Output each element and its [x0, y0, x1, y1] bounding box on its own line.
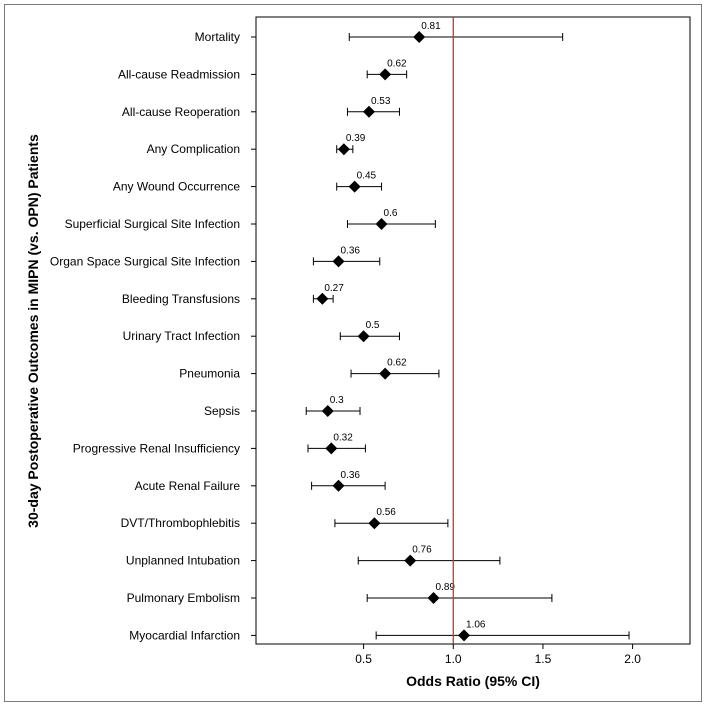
- odds-ratio-marker: [362, 105, 375, 118]
- outcome-label: Organ Space Surgical Site Infection: [50, 254, 240, 268]
- odds-ratio-marker: [427, 592, 440, 604]
- forest-row: Unplanned Intubation 0.76: [126, 545, 501, 568]
- x-axis-title: Odds Ratio (95% CI): [406, 673, 540, 689]
- outcome-label: All-cause Readmission: [118, 67, 240, 81]
- odds-ratio-value: 0.5: [366, 320, 380, 331]
- outcome-label: Any Complication: [147, 142, 240, 156]
- outcome-label: Progressive Renal Insufficiency: [73, 441, 240, 455]
- outcome-label: Sepsis: [204, 404, 240, 418]
- forest-row: Any Complication 0.39: [147, 133, 366, 156]
- odds-ratio-marker: [348, 180, 361, 193]
- outcome-label: Unplanned Intubation: [126, 554, 240, 568]
- odds-ratio-value: 0.45: [357, 171, 377, 182]
- odds-ratio-marker: [413, 31, 426, 43]
- odds-ratio-value: 0.6: [384, 208, 398, 219]
- odds-ratio-value: 0.27: [324, 283, 344, 294]
- x-axis-ticks: 0.5 1.0 1.5 2.0: [355, 644, 641, 666]
- odds-ratio-marker: [321, 405, 334, 417]
- x-tick-label: 2.0: [624, 652, 641, 666]
- odds-ratio-value: 0.56: [376, 507, 396, 518]
- odds-ratio-marker: [375, 218, 388, 230]
- x-tick-label: 1.5: [535, 652, 552, 666]
- x-tick-label: 0.5: [355, 652, 372, 666]
- forest-row: Mortality 0.81: [195, 21, 564, 44]
- odds-ratio-marker: [337, 143, 350, 156]
- odds-ratio-marker: [404, 554, 417, 567]
- forest-row: Superficial Surgical Site Infection 0.6: [65, 208, 436, 231]
- forest-row: Pulmonary Embolism 0.89: [127, 582, 553, 605]
- forest-row: Myocardial Infarction 1.06: [129, 619, 630, 642]
- forest-row: Progressive Renal Insufficiency 0.32: [73, 432, 366, 455]
- odds-ratio-marker: [316, 292, 329, 305]
- x-tick-label: 1.0: [445, 652, 462, 666]
- forest-row: Bleeding Transfusions 0.27: [122, 283, 344, 306]
- odds-ratio-marker: [458, 629, 471, 642]
- outcome-label: Myocardial Infarction: [129, 628, 240, 642]
- odds-ratio-value: 0.3: [330, 395, 344, 406]
- outcome-label: Pneumonia: [179, 367, 240, 381]
- forest-row: Pneumonia 0.62: [179, 358, 440, 381]
- odds-ratio-value: 0.36: [340, 245, 360, 256]
- outcome-label: Mortality: [195, 30, 240, 44]
- odds-ratio-value: 0.53: [371, 96, 391, 107]
- outcome-label: Bleeding Transfusions: [122, 292, 240, 306]
- outcome-label: Urinary Tract Infection: [123, 329, 240, 343]
- odds-ratio-value: 0.62: [387, 58, 407, 69]
- outcome-label: Any Wound Occurrence: [113, 180, 240, 194]
- forest-row: All-cause Readmission 0.62: [118, 58, 408, 81]
- odds-ratio-marker: [357, 330, 370, 343]
- forest-row: Urinary Tract Infection 0.5: [123, 320, 400, 343]
- odds-ratio-value: 0.32: [333, 432, 353, 443]
- outcome-label: Acute Renal Failure: [135, 479, 241, 493]
- odds-ratio-value: 0.89: [436, 582, 456, 593]
- forest-row: All-cause Reoperation 0.53: [122, 96, 400, 119]
- odds-ratio-marker: [332, 255, 345, 268]
- odds-ratio-marker: [379, 68, 392, 81]
- odds-ratio-value: 0.76: [412, 545, 432, 556]
- y-axis-title: 30-day Postoperative Outcomes in MIPN (v…: [25, 134, 41, 528]
- outcome-label: Pulmonary Embolism: [127, 591, 240, 605]
- forest-row: Any Wound Occurrence 0.45: [113, 171, 383, 194]
- plot-area: [255, 16, 691, 645]
- odds-ratio-marker: [368, 517, 381, 530]
- odds-ratio-marker: [332, 479, 345, 492]
- outcome-label: DVT/Thrombophlebitis: [121, 516, 240, 530]
- odds-ratio-value: 0.39: [346, 133, 366, 144]
- forest-row: DVT/Thrombophlebitis 0.56: [121, 507, 449, 530]
- outcome-label: All-cause Reoperation: [122, 105, 240, 119]
- odds-ratio-marker: [325, 442, 338, 455]
- odds-ratio-marker: [379, 367, 392, 380]
- forest-row: Sepsis 0.3: [204, 395, 361, 418]
- odds-ratio-value: 0.36: [340, 470, 360, 481]
- forest-row: Organ Space Surgical Site Infection 0.36: [50, 245, 381, 268]
- forest-row: Acute Renal Failure 0.36: [135, 470, 386, 493]
- odds-ratio-value: 0.81: [421, 21, 441, 32]
- odds-ratio-value: 1.06: [466, 619, 486, 630]
- odds-ratio-value: 0.62: [387, 358, 407, 369]
- outcome-label: Superficial Surgical Site Infection: [65, 217, 240, 231]
